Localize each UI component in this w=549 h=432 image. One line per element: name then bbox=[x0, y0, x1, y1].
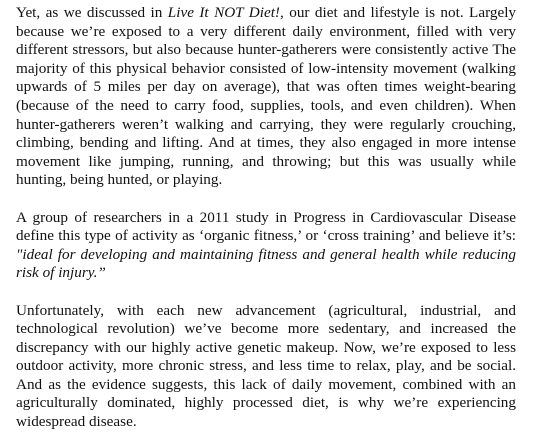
paragraph-2: A group of researchers in a 2011 study i… bbox=[16, 209, 516, 283]
paragraph-1-text-end: , our diet and lifestyle is not. Largely… bbox=[16, 4, 517, 189]
paragraph-3: Unfortunately, with each new advancement… bbox=[16, 302, 516, 432]
paragraph-1: Yet, as we discussed in Live It NOT Diet… bbox=[16, 4, 516, 190]
book-title-italic: Live It NOT Diet! bbox=[167, 4, 280, 21]
quoted-passage-italic: "ideal for developing and maintaining fi… bbox=[16, 245, 516, 282]
paragraph-2-text-start: A group of researchers in a 2011 study i… bbox=[16, 208, 516, 245]
paragraph-3-text: Unfortunately, with each new advancement… bbox=[16, 301, 516, 431]
paragraph-1-text-start: Yet, as we discussed in bbox=[16, 4, 168, 21]
document-body: Yet, as we discussed in Live It NOT Diet… bbox=[16, 4, 516, 432]
